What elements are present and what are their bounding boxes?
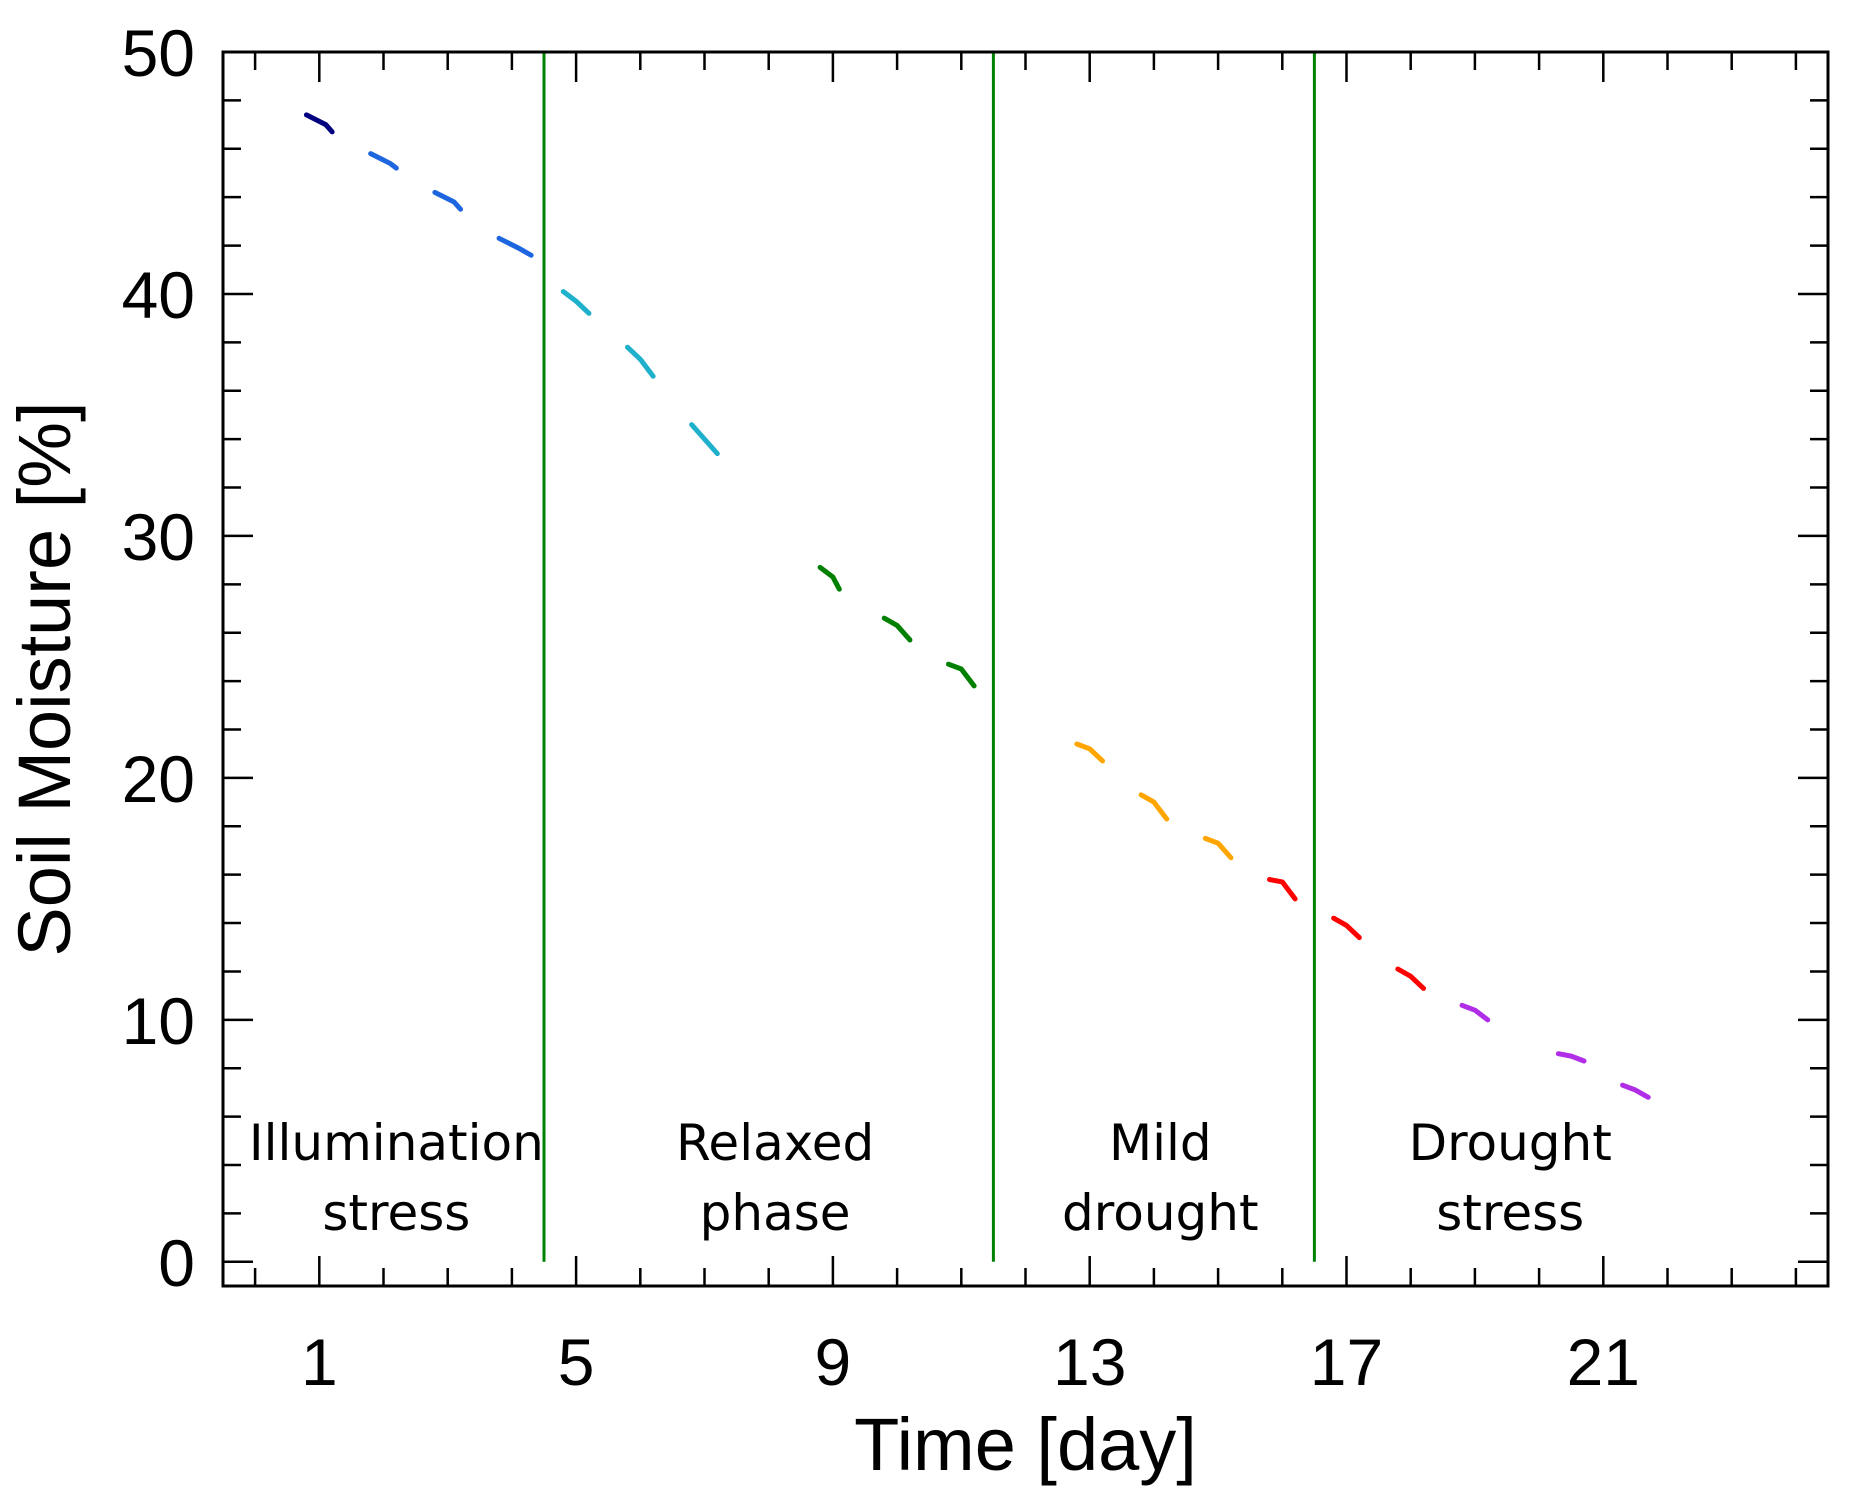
x-tick-label: 5 (558, 1325, 595, 1399)
series-segment (624, 344, 656, 379)
series-segment (1395, 966, 1427, 991)
series-segment (1138, 792, 1170, 822)
series-segment (1459, 1002, 1491, 1023)
phase-label-line: stress (322, 1184, 470, 1242)
series-segment (689, 422, 720, 457)
phase-label: Drought stress (1409, 1114, 1612, 1242)
series-segment (560, 289, 592, 316)
x-tick-label: 9 (815, 1325, 852, 1399)
phase-boundaries (542, 52, 1316, 1262)
series-segment (945, 661, 977, 689)
phase-label-line: Drought (1409, 1114, 1612, 1172)
y-tick-label: 50 (122, 16, 195, 90)
phase-label-line: drought (1062, 1184, 1259, 1242)
phase-label-line: phase (700, 1184, 851, 1242)
series-segment (303, 112, 335, 135)
series-segment (881, 615, 913, 643)
phase-label-line: Mild (1109, 1114, 1212, 1172)
series-segment (1202, 835, 1234, 861)
series-segment (1555, 1051, 1587, 1064)
series-group (303, 112, 1651, 1100)
y-tick-label: 30 (122, 500, 195, 574)
x-tick-labels: 1 5 9 13 17 21 (301, 1325, 1640, 1399)
series-segment (1620, 1082, 1651, 1100)
phase-label: Illumination stress (249, 1114, 544, 1242)
y-tick-label: 0 (158, 1226, 195, 1300)
series-segment (432, 189, 464, 212)
series-segment (368, 151, 399, 171)
y-tick-labels: 0 10 20 30 40 50 (122, 16, 195, 1300)
phase-labels: Illumination stress Relaxed phase Mild drough… (249, 1114, 1612, 1242)
series-segment (1074, 741, 1106, 764)
y-axis-title: Soil Moisture [%] (3, 401, 86, 956)
series-segment (817, 564, 842, 592)
y-tick-label: 10 (122, 984, 195, 1058)
y-tick-label: 40 (122, 258, 195, 332)
x-tick-label: 1 (301, 1325, 338, 1399)
x-axis-title: Time [day] (854, 1403, 1197, 1486)
series-segment (1266, 877, 1298, 902)
phase-label: Mild drought (1062, 1114, 1259, 1242)
x-tick-label: 13 (1053, 1325, 1126, 1399)
phase-label-line: Illumination (249, 1114, 544, 1172)
tick-marks (223, 50, 1828, 1286)
phase-label-line: Relaxed (676, 1114, 874, 1172)
x-tick-label: 21 (1567, 1325, 1640, 1399)
x-tick-label: 17 (1310, 1325, 1383, 1399)
phase-label-line: stress (1436, 1184, 1584, 1242)
phase-label: Relaxed phase (676, 1114, 874, 1242)
series-segment (1331, 915, 1362, 941)
series-segment (496, 235, 534, 258)
plot-frame (221, 50, 1830, 1288)
y-tick-label: 20 (122, 742, 195, 816)
